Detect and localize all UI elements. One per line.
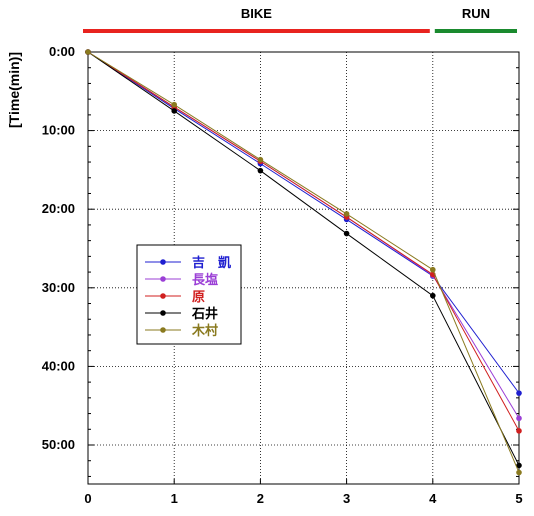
series	[85, 49, 522, 476]
y-axis-label: [Time(min)]	[6, 52, 22, 128]
phase-label-1: RUN	[462, 6, 490, 21]
data-point	[516, 415, 522, 422]
series-2	[85, 49, 522, 434]
data-point	[516, 469, 522, 476]
data-point	[343, 230, 350, 237]
legend-swatch-marker	[160, 310, 166, 316]
x-tick-label: 0	[84, 491, 91, 506]
x-tick-label: 4	[429, 491, 437, 506]
data-point	[257, 167, 264, 174]
legend-label: 原	[192, 290, 205, 305]
data-point	[85, 49, 91, 55]
x-tick-label: 3	[343, 491, 350, 506]
y-tick-label: 20:00	[42, 201, 75, 216]
data-point	[171, 101, 177, 108]
data-point	[516, 428, 522, 434]
y-tick-label: 0:00	[49, 44, 75, 59]
data-point	[171, 108, 177, 114]
legend-swatch-marker	[160, 276, 166, 282]
legend-label: 石井	[191, 306, 218, 322]
y-tick-label: 10:00	[42, 123, 75, 138]
legend-swatch-marker	[160, 259, 166, 265]
series-4	[85, 49, 522, 476]
data-point	[430, 266, 436, 273]
phase-label-0: BIKE	[241, 6, 272, 21]
x-tick-label: 5	[515, 491, 522, 506]
y-tick-label: 40:00	[42, 358, 75, 373]
legend-label: 吉 凱	[192, 255, 231, 271]
phase-bars: BIKE RUN	[83, 6, 517, 33]
x-tick-label: 2	[257, 491, 264, 506]
series-line	[87, 51, 520, 466]
y-tick-label: 30:00	[42, 280, 75, 295]
legend-label: 木村	[191, 323, 218, 339]
series-line	[87, 51, 520, 432]
x-tick-label: 1	[171, 491, 178, 506]
phase-bar-1	[434, 29, 517, 33]
legend-label: 長塩	[192, 272, 218, 288]
legend-swatch-marker	[160, 293, 166, 299]
series-1	[85, 49, 522, 422]
data-point	[516, 390, 522, 396]
series-line	[87, 51, 520, 394]
plot-frame	[87, 51, 520, 485]
phase-bar-0	[83, 29, 430, 33]
y-tick-label: 50:00	[42, 437, 75, 452]
data-point	[430, 292, 436, 299]
data-point	[343, 211, 350, 217]
data-point	[516, 462, 522, 469]
data-point	[257, 156, 264, 163]
legend-swatch-marker	[160, 327, 166, 333]
series-line	[87, 51, 520, 473]
series-line	[87, 51, 520, 419]
